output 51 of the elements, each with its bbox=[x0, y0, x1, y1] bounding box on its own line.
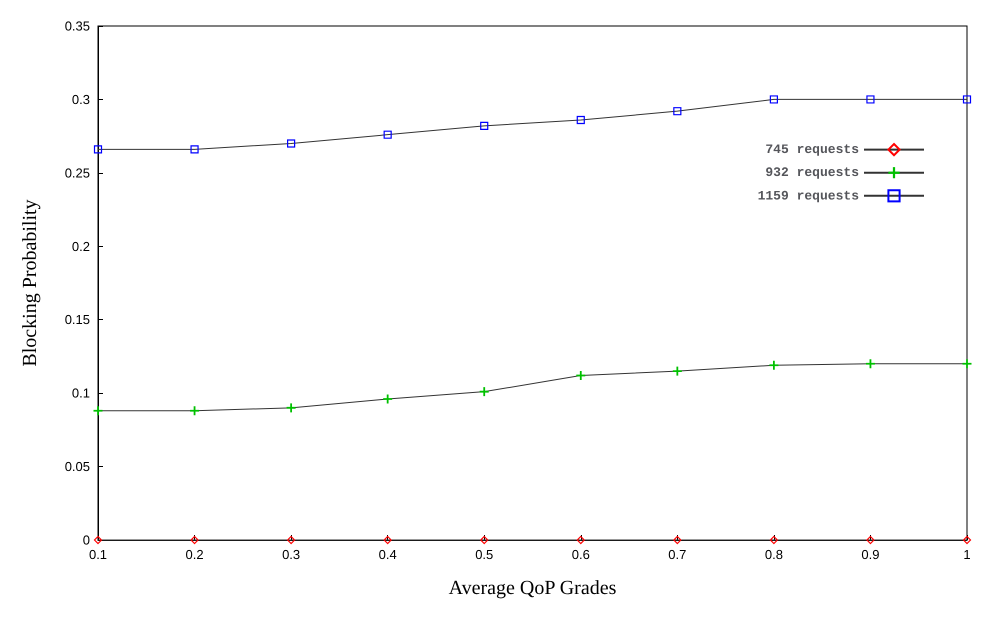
point bbox=[94, 536, 102, 544]
point bbox=[383, 394, 392, 404]
point bbox=[962, 359, 972, 368]
point bbox=[673, 107, 682, 116]
point bbox=[672, 366, 682, 376]
point bbox=[384, 130, 392, 139]
point bbox=[190, 536, 199, 544]
point bbox=[576, 116, 585, 124]
y-tick-label: 0.1 bbox=[72, 386, 90, 401]
point bbox=[866, 536, 875, 544]
legend-label: 1159 requests bbox=[758, 188, 860, 204]
y-tick-label: 0.25 bbox=[64, 165, 90, 180]
point bbox=[866, 359, 875, 368]
point bbox=[576, 536, 585, 544]
point bbox=[480, 122, 488, 130]
y-tick-label: 0.3 bbox=[72, 92, 90, 107]
point bbox=[769, 360, 778, 370]
x-tick-label: 1 bbox=[963, 547, 971, 562]
point bbox=[673, 536, 682, 544]
x-tick-label: 0.4 bbox=[378, 547, 397, 562]
point bbox=[962, 95, 972, 104]
point bbox=[287, 536, 296, 544]
y-tick-label: 0.35 bbox=[64, 18, 90, 34]
point bbox=[866, 95, 875, 104]
y-axis-title: Blocking Probability bbox=[19, 199, 41, 367]
point bbox=[770, 95, 778, 104]
x-tick-label: 0.8 bbox=[764, 547, 783, 562]
x-tick-label: 0.3 bbox=[282, 547, 300, 562]
x-tick-label: 0.6 bbox=[572, 547, 590, 562]
y-tick-label: 0.2 bbox=[72, 238, 90, 254]
point bbox=[287, 139, 296, 148]
legend-label: 745 requests bbox=[765, 142, 860, 158]
point bbox=[286, 403, 296, 412]
point bbox=[384, 536, 392, 544]
point bbox=[576, 371, 586, 380]
x-tick-label: 0.2 bbox=[186, 547, 204, 562]
x-axis-title: Average QoP Grades bbox=[448, 577, 617, 599]
x-tick-label: 0.7 bbox=[668, 547, 686, 562]
x-tick-label: 0.1 bbox=[88, 547, 108, 562]
x-tick-label: 0.5 bbox=[475, 547, 494, 562]
point bbox=[770, 536, 778, 544]
point bbox=[480, 536, 488, 544]
x-tick-label: 0.9 bbox=[861, 547, 880, 562]
point bbox=[190, 406, 200, 416]
y-tick-label: 0 bbox=[82, 532, 90, 548]
legend-label: 932 requests bbox=[765, 165, 860, 180]
point bbox=[190, 145, 199, 154]
point bbox=[94, 406, 102, 416]
y-tick-label: 0.05 bbox=[64, 459, 90, 474]
point bbox=[94, 145, 102, 154]
y-tick-label: 0.15 bbox=[64, 312, 90, 328]
